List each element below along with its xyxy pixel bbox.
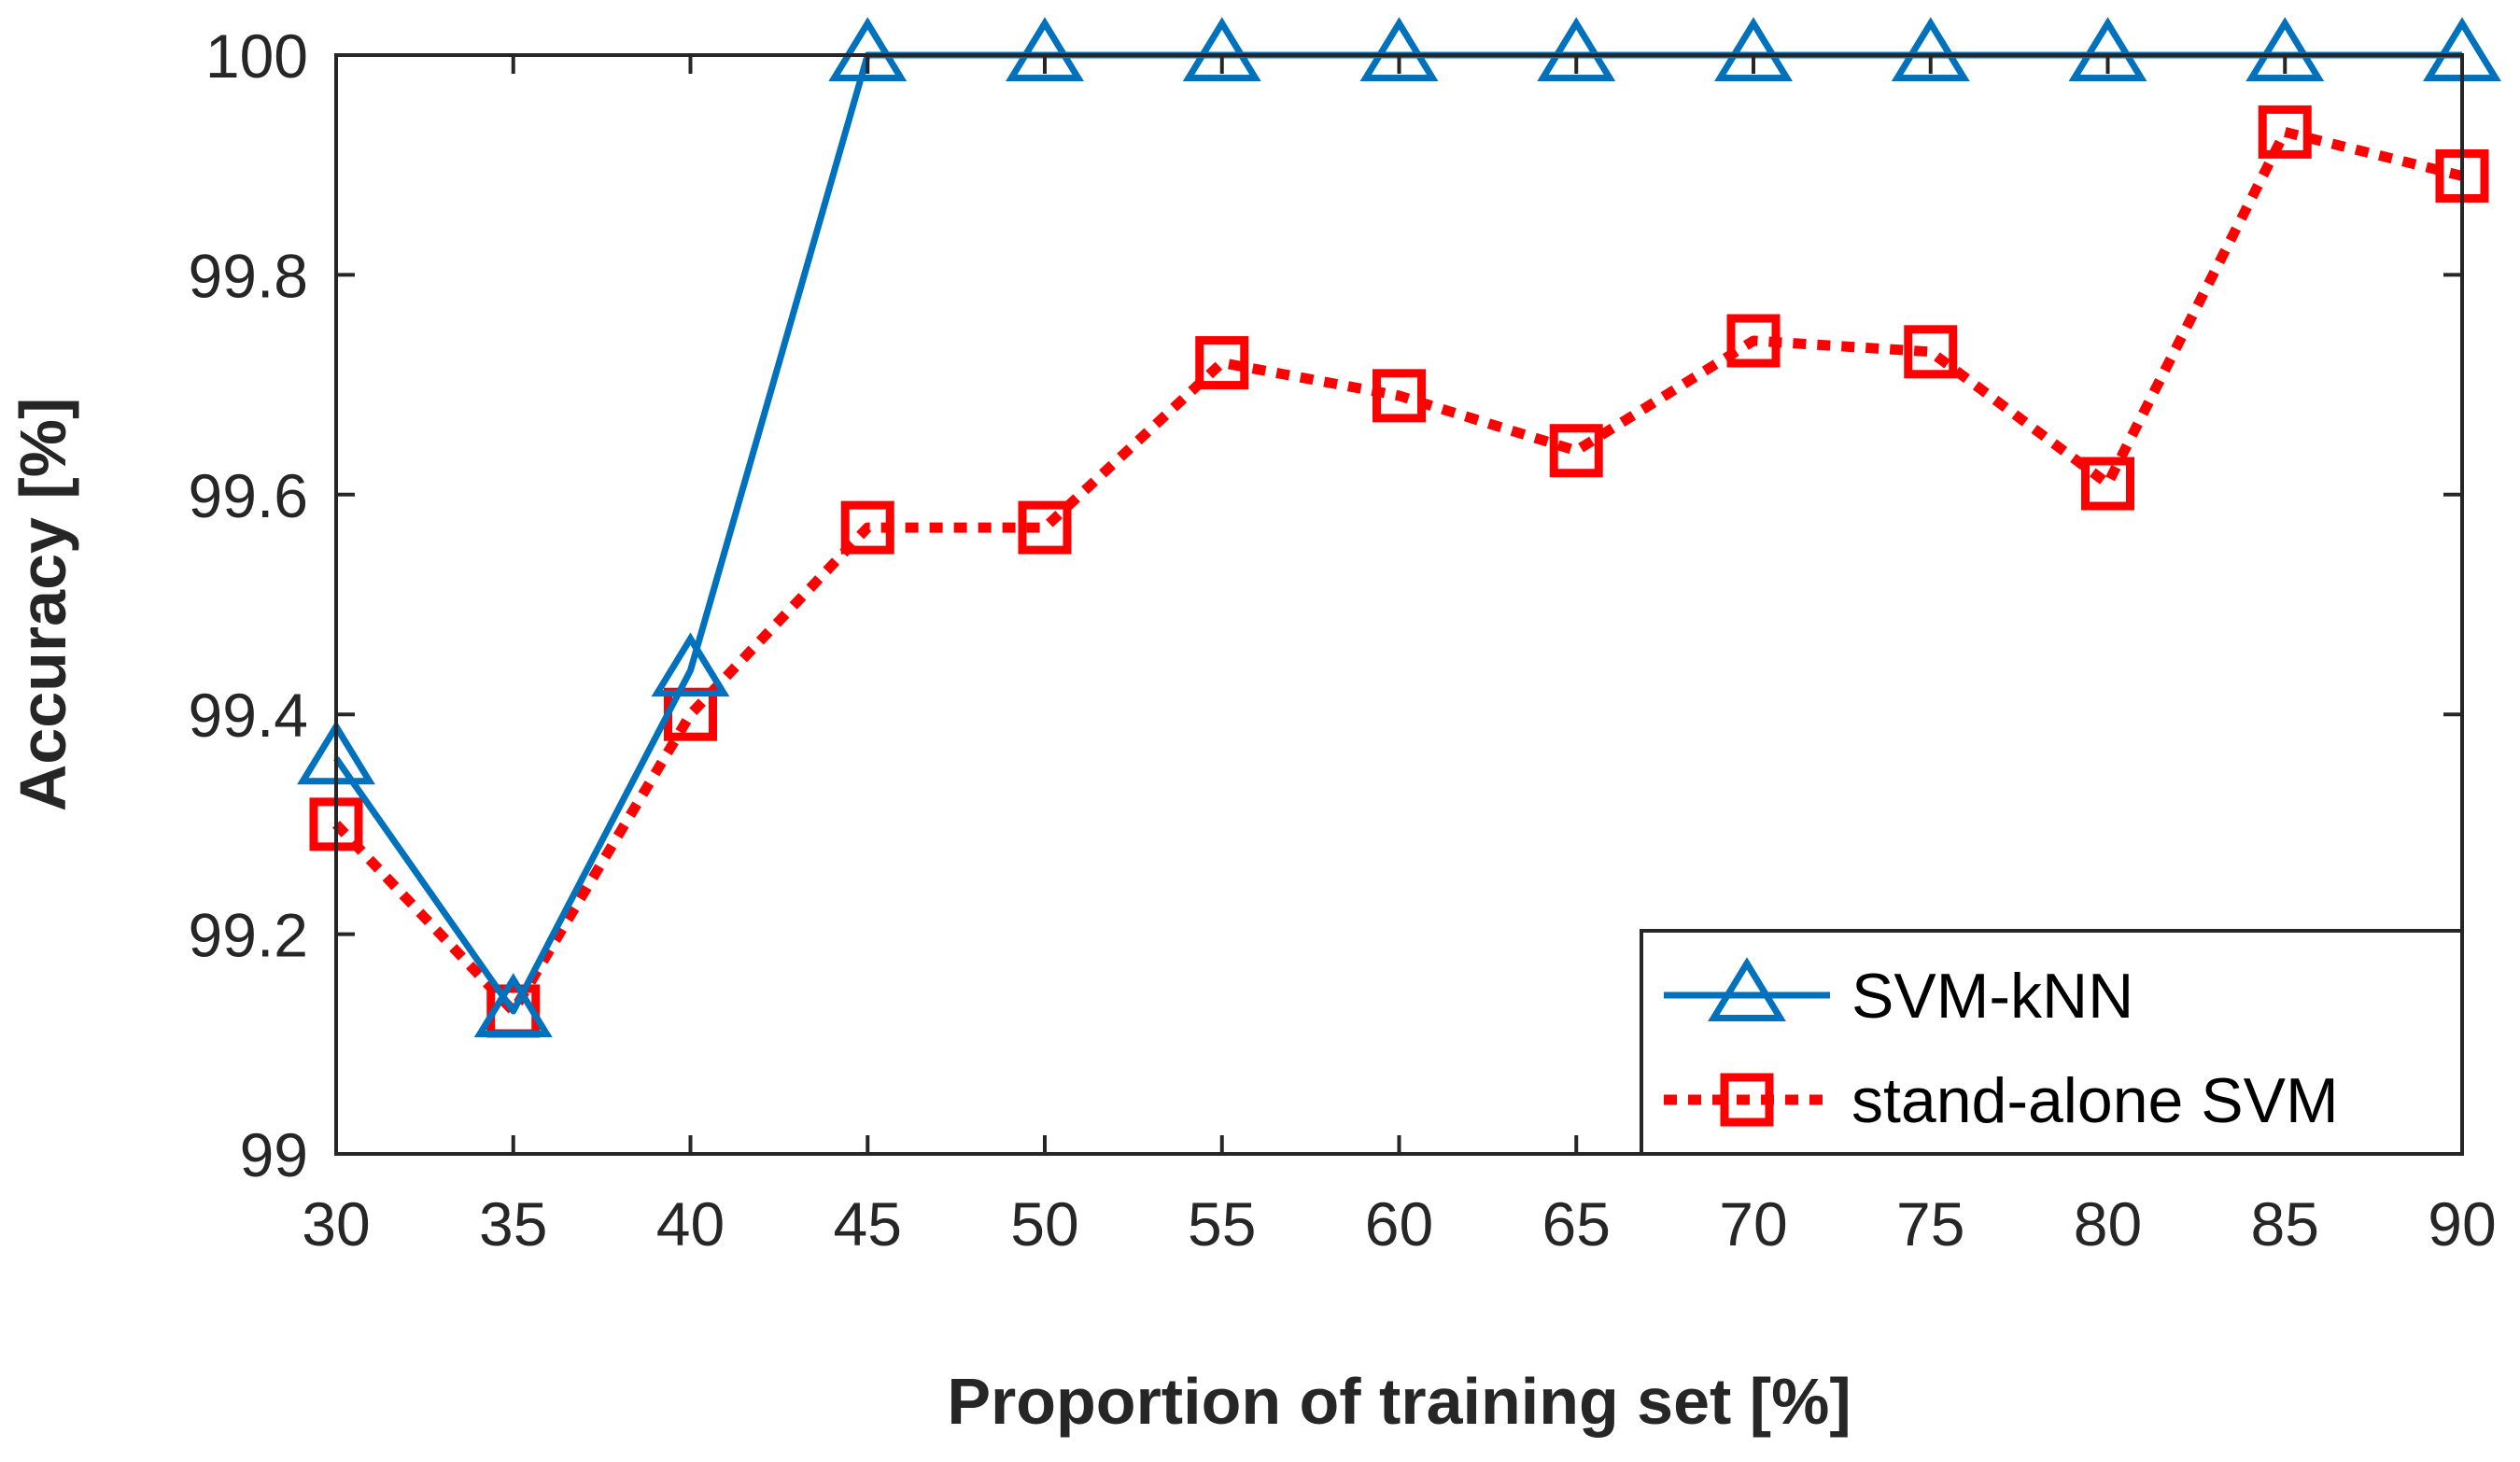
x-tick-label: 60 [1365,1189,1433,1258]
data-point-triangle [1891,17,1970,81]
x-tick-label: 45 [834,1189,902,1258]
data-point-triangle [473,973,553,1037]
data-point-triangle [2245,17,2325,81]
data-point-triangle [828,17,908,81]
x-tick-label: 70 [1719,1189,1787,1258]
data-point-triangle [651,632,730,697]
legend-entry: stand-alone SVM [1664,1065,2339,1136]
y-tick-label: 99.2 [189,901,308,970]
data-point-square [1904,325,1958,379]
y-tick-label: 99.8 [189,241,308,310]
x-tick-label: 80 [2074,1189,2142,1258]
data-point-square [2258,105,2312,159]
data-point-square [2081,457,2134,511]
legend: SVM-kNN stand-alone SVM [1640,929,2464,1156]
y-tick-label: 99.6 [189,461,308,530]
legend-marker-triangle [1708,957,1786,1021]
x-tick-label: 85 [2251,1189,2319,1258]
legend-entry: SVM-kNN [1664,957,2133,1032]
data-point-square [1195,336,1249,390]
x-tick-label: 55 [1188,1189,1256,1258]
x-tick-label: 90 [2428,1189,2496,1258]
data-point-triangle [1006,17,1084,81]
y-axis-title: Accuracy [%] [7,398,79,812]
data-point-triangle [2068,17,2147,81]
data-point-triangle [1714,17,1793,81]
legend-entries: SVM-kNN stand-alone SVM [1664,957,2339,1136]
data-point-triangle [1537,17,1616,81]
data-point-square [1373,369,1426,423]
legend-label: SVM-kNN [1851,961,2133,1032]
x-tick-label: 75 [1896,1189,1964,1258]
ticks-layer: 30 35 40 45 50 55 60 65 70 75 80 85 90 99 99.2 99.4 99.6… [189,21,2497,1258]
data-point-square [840,500,894,555]
data-point-square [1726,314,1781,368]
x-tick-label: 40 [656,1189,725,1258]
legend-label: stand-alone SVM [1851,1065,2339,1136]
x-tick-label: 50 [1010,1189,1078,1258]
x-tick-label: 35 [479,1189,547,1258]
legend-box [1640,929,2464,1156]
y-tick-label: 99 [240,1120,308,1189]
x-tick-label: 30 [302,1189,370,1258]
y-tick-label: 100 [205,21,308,91]
x-tick-label: 65 [1542,1189,1611,1258]
data-point-square [1018,500,1072,555]
legend-marker-square [1720,1073,1774,1127]
series-line [332,126,2464,1017]
data-point-triangle [1182,17,1261,81]
y-tick-label: 99.4 [189,681,308,750]
data-point-triangle [1359,17,1439,81]
x-axis-title: Proportion of training set [%] [947,1365,1851,1438]
data-point-square [1549,424,1603,478]
